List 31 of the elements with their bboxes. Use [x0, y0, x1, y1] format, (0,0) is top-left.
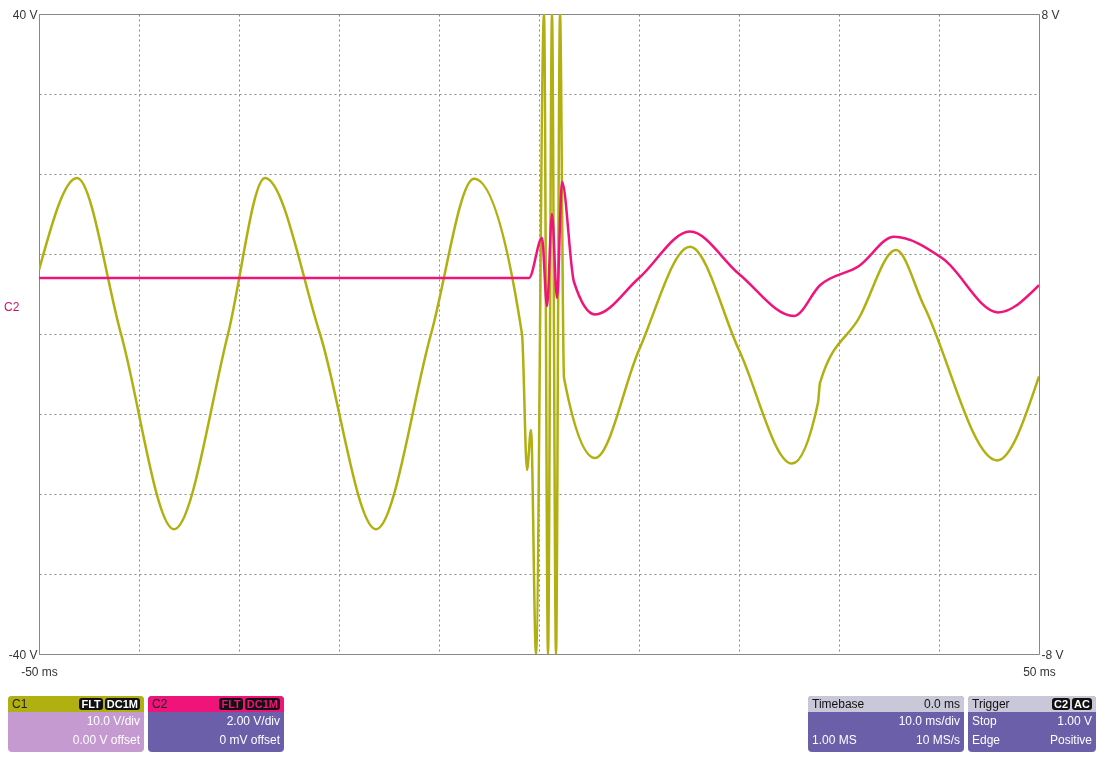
text: 10.0 ms/div [897, 713, 961, 730]
text: FLT [79, 698, 103, 710]
text: 1.00 MS [812, 732, 857, 749]
y2-tick-label: -8 V [1041, 647, 1064, 662]
text: 1.00 V [1057, 713, 1092, 730]
x-tick-label: 50 ms [1023, 664, 1056, 679]
text: 10.0 V/div [85, 713, 141, 730]
text: FLT [219, 698, 243, 710]
text: Timebase [812, 697, 865, 711]
text: 0.00 V offset [71, 732, 141, 749]
text: C2 [152, 697, 168, 711]
line-series [39, 180, 1039, 318]
text: Edge [972, 732, 1001, 749]
text: AC [1072, 698, 1092, 710]
text: C2 [1052, 698, 1071, 710]
line-series [39, 14, 1039, 654]
text: C1 [12, 697, 28, 711]
x-tick-label: -50 ms [21, 664, 58, 679]
text: DC1M [244, 698, 280, 710]
y-tick-label: -40 V [8, 647, 38, 662]
text: 0 mV offset [218, 732, 281, 749]
text: C2 [4, 300, 20, 314]
text: 10 MS/s [915, 732, 960, 749]
y-tick-label: 40 V [12, 7, 38, 22]
text: Stop [972, 713, 997, 730]
text: Trigger [972, 697, 1010, 711]
text: Positive [1049, 732, 1092, 749]
text: 2.00 V/div [225, 713, 281, 730]
y2-tick-label: 8 V [1041, 7, 1060, 22]
text: DC1M [104, 698, 140, 710]
text: 0.0 ms [923, 697, 960, 711]
